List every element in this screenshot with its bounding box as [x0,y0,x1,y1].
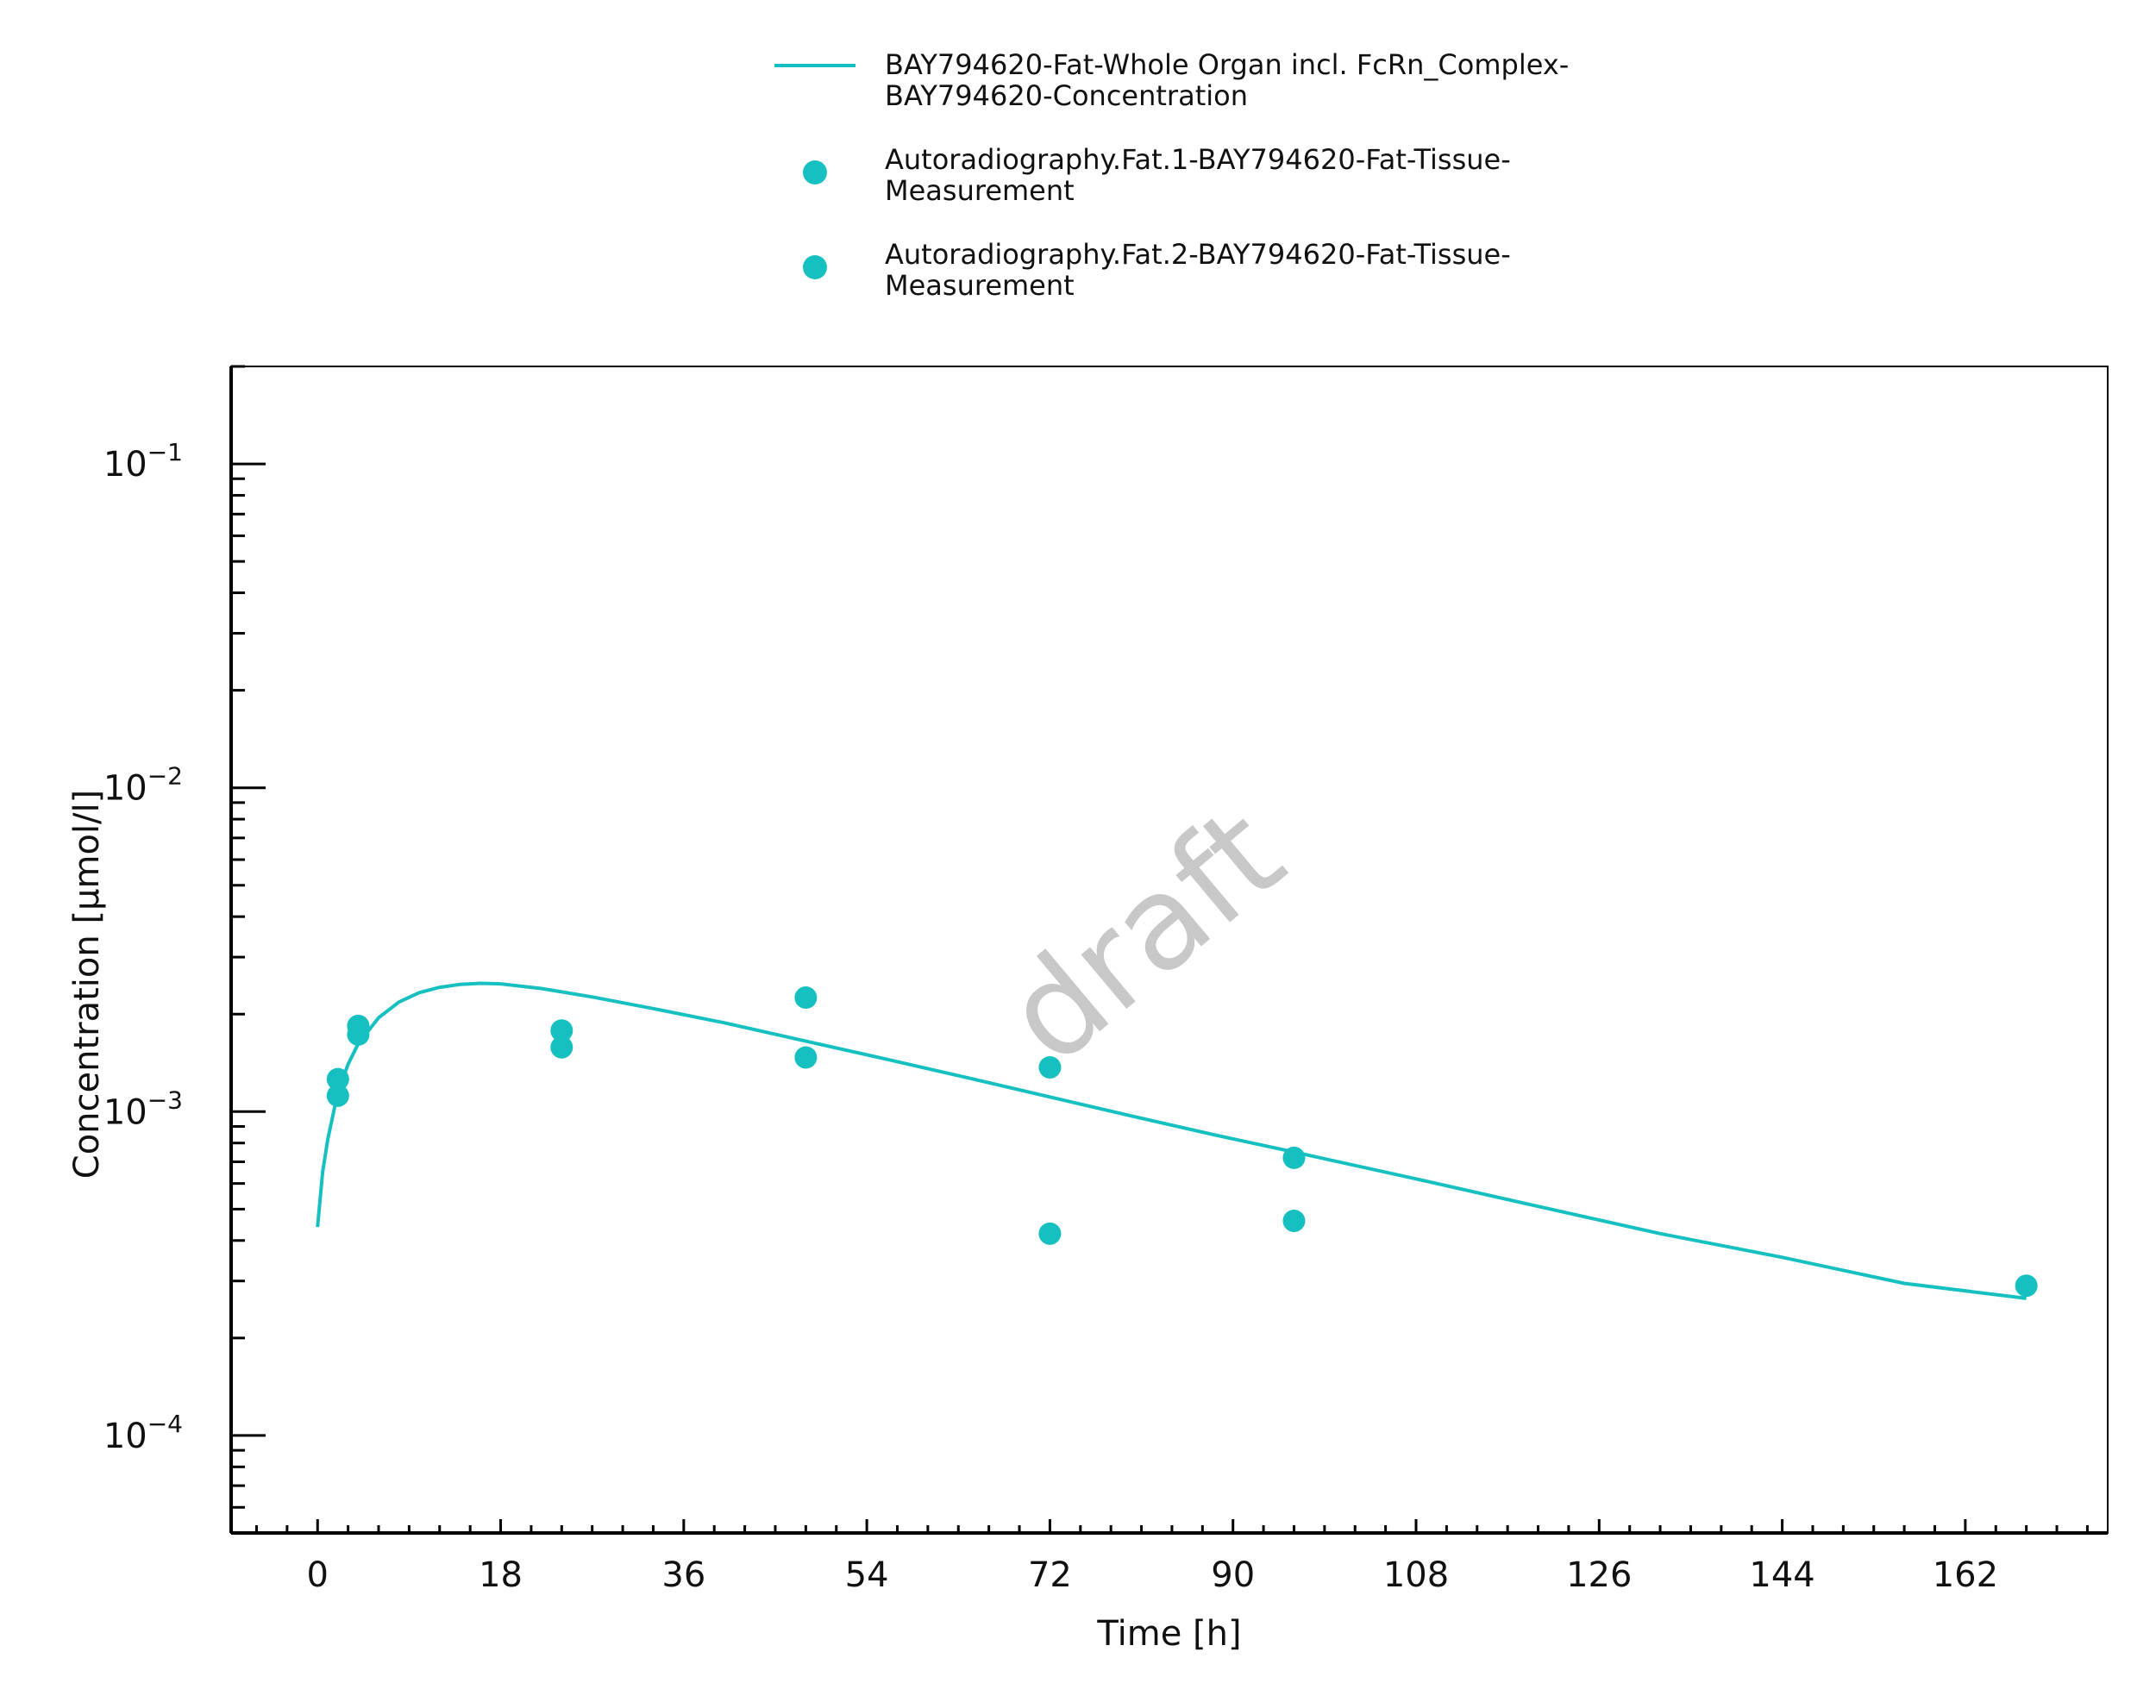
legend-entry: Autoradiography.Fat.1-BAY794620-Fat-Tiss… [803,143,1511,207]
x-tick-label: 54 [845,1555,889,1595]
data-point-series-2 [794,1046,818,1069]
x-tick-label: 90 [1211,1555,1255,1595]
legend-label: BAY794620-Fat-Whole Organ incl. FcRn_Com… [885,48,1569,81]
legend-label: Measurement [885,174,1075,207]
y-tick-label: 10−4 [103,1410,183,1456]
y-axis: 10−1 10−2 10−3 10−4 [103,365,266,1535]
x-tick-label: 0 [307,1555,329,1595]
y-tick-label: 10−3 [103,1085,183,1132]
data-point-series-1 [326,1067,349,1091]
legend-label: Autoradiography.Fat.1-BAY794620-Fat-Tiss… [885,143,1511,176]
data-point-series-2 [326,1084,349,1107]
x-tick-label: 126 [1566,1555,1632,1595]
data-point-series-1 [550,1019,573,1042]
data-point-series-2 [550,1035,573,1059]
series-line-simulation [316,981,2027,1300]
x-tick-label: 36 [661,1555,705,1595]
x-tick-label: 18 [479,1555,523,1595]
legend-entry: Autoradiography.Fat.2-BAY794620-Fat-Tiss… [803,238,1511,302]
data-layer [316,981,2038,1300]
data-point-series-2 [1038,1222,1062,1245]
y-tick-label: 10−1 [103,438,183,485]
x-axis: 0 18 36 54 72 90 108 126 144 162 [231,1519,2108,1595]
watermark: draft [978,779,1311,1092]
x-tick-label: 108 [1383,1555,1449,1595]
x-axis-label: Time [h] [1096,1614,1241,1654]
plot-area: 0 18 36 54 72 90 108 126 144 162 10−1 10−2 10−3 10−4 [103,365,2109,1595]
data-point-series-1 [1282,1146,1306,1169]
y-axis-label: Concentration [µmol/l] [67,790,107,1179]
legend-label: Measurement [885,269,1075,302]
x-tick-label: 72 [1028,1555,1072,1595]
data-point-series-2 [347,1023,370,1046]
y-tick-label: 10−2 [103,762,183,809]
legend-point-marker [803,255,827,279]
legend-label: BAY794620-Concentration [885,79,1248,112]
data-point-series-1 [2015,1274,2038,1298]
data-point-series-1 [1038,1055,1062,1079]
legend-entry: BAY794620-Fat-Whole Organ incl. FcRn_Com… [774,48,1569,112]
data-point-series-2 [1282,1209,1306,1232]
x-tick-label: 162 [1933,1555,1998,1595]
legend-point-marker [803,160,827,185]
legend-label: Autoradiography.Fat.2-BAY794620-Fat-Tiss… [885,238,1511,271]
x-tick-label: 144 [1749,1555,1814,1595]
legend: BAY794620-Fat-Whole Organ incl. FcRn_Com… [774,48,1569,302]
data-point-series-1 [794,986,818,1010]
